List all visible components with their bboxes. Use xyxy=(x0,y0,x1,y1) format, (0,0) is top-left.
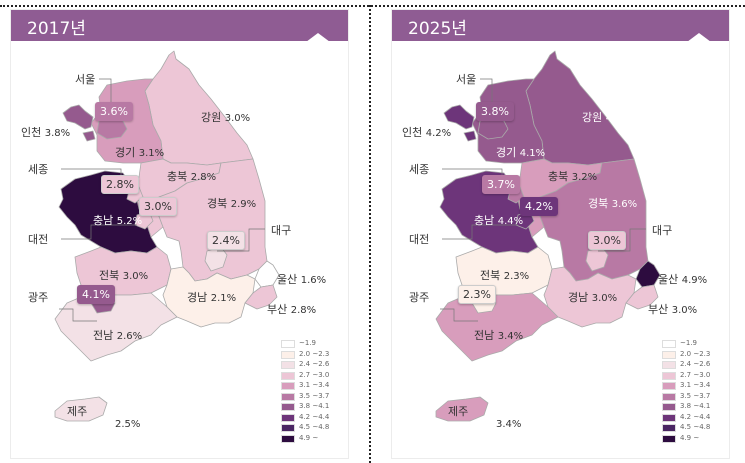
label-gyeongnam: 경남 2.1% xyxy=(187,291,237,304)
value-jeju: 3.4% xyxy=(496,419,522,430)
label-daejeon: 대전 xyxy=(28,233,49,246)
legend-item: 2.4 ~2.6 xyxy=(281,360,351,371)
label-incheon: 인천 3.8% xyxy=(21,126,71,139)
callout-seoul: 3.6% xyxy=(95,102,133,121)
region-jeju xyxy=(54,396,108,422)
region-ulsan xyxy=(254,260,280,288)
region-busan xyxy=(625,284,659,310)
label-incheon: 인천 4.2% xyxy=(402,126,452,139)
label-gyeongbuk: 경북 2.9% xyxy=(207,197,257,210)
choropleth-map: 서울 인천 3.8% 세종 대전 광주 대구 강원 3.0% 경기 3.1% 충… xyxy=(11,41,350,460)
label-chungbuk: 충북 2.8% xyxy=(167,170,217,183)
callout-sejong: 2.8% xyxy=(101,175,139,194)
label-seoul: 서울 xyxy=(456,73,477,86)
region-jeju xyxy=(435,396,489,422)
label-daegu: 대구 xyxy=(271,224,292,237)
label-chungbuk: 충북 3.2% xyxy=(548,170,598,183)
label-jeonnam: 전남 2.6% xyxy=(93,329,143,342)
panel-title: 2025년 xyxy=(408,19,467,39)
label-gwangju: 광주 xyxy=(409,291,430,304)
legend-item: 4.2 ~4.4 xyxy=(662,413,732,424)
map-panel-2025: 2025년 xyxy=(391,9,730,459)
legend-item: 4.9 ~ xyxy=(281,434,351,445)
label-busan: 부산 2.8% xyxy=(267,303,317,316)
label-chungnam: 충남 4.4% xyxy=(474,214,524,227)
label-gyeonggi: 경기 4.1% xyxy=(496,146,546,159)
map-panel-2017: 2017년 xyxy=(10,9,349,459)
legend-item: 4.5 ~4.8 xyxy=(662,423,732,434)
label-jeonnam: 전남 3.4% xyxy=(474,329,524,342)
korea-map-svg xyxy=(54,50,280,422)
callout-sejong: 3.7% xyxy=(482,175,520,194)
label-sejong: 세종 xyxy=(28,163,49,176)
callout-seoul: 3.8% xyxy=(476,102,514,121)
label-gwangju: 광주 xyxy=(28,291,49,304)
label-gyeongbuk: 경북 3.6% xyxy=(588,197,638,210)
header-notch xyxy=(306,33,330,42)
legend-item: 3.1 ~3.4 xyxy=(281,381,351,392)
legend-item: 4.5 ~4.8 xyxy=(281,423,351,434)
legend-item: 3.1 ~3.4 xyxy=(662,381,732,392)
legend-item: 3.8 ~4.1 xyxy=(281,402,351,413)
choropleth-map: 서울 인천 4.2% 세종 대전 광주 대구 강원 4.0% 경기 4.1% 충… xyxy=(392,41,731,460)
legend-item: 4.2 ~4.4 xyxy=(281,413,351,424)
label-daegu: 대구 xyxy=(652,224,673,237)
legend-item: 3.5 ~3.7 xyxy=(662,392,732,403)
label-jeju: 제주 xyxy=(448,405,469,418)
label-sejong: 세종 xyxy=(409,163,430,176)
region-busan xyxy=(244,284,278,310)
region-incheon xyxy=(443,104,477,142)
outer-frame xyxy=(0,5,745,463)
callout-daegu: 2.4% xyxy=(207,231,245,250)
label-chungnam: 충남 5.2% xyxy=(93,214,143,227)
callout-daegu: 3.0% xyxy=(588,231,626,250)
legend-item: 2.0 ~2.3 xyxy=(662,350,732,361)
legend-item: 2.7 ~3.0 xyxy=(662,371,732,382)
callout-daejeon: 3.0% xyxy=(139,197,177,216)
color-legend: ~1.9 2.0 ~2.3 2.4 ~2.6 2.7 ~3.0 3.1 ~3.4… xyxy=(662,339,732,444)
panel-header: 2017년 xyxy=(11,10,348,42)
label-jeonbuk: 전북 3.0% xyxy=(99,269,149,282)
label-ulsan: 울산 4.9% xyxy=(658,273,708,286)
region-incheon xyxy=(62,104,96,142)
legend-item: 2.7 ~3.0 xyxy=(281,371,351,382)
legend-item: ~1.9 xyxy=(281,339,351,350)
callout-gwangju: 4.1% xyxy=(77,285,115,304)
label-jeju: 제주 xyxy=(67,405,88,418)
label-gyeongnam: 경남 3.0% xyxy=(568,291,618,304)
panel-header: 2025년 xyxy=(392,10,729,42)
korea-map-svg xyxy=(435,50,661,422)
legend-item: 4.9 ~ xyxy=(662,434,732,445)
label-gyeonggi: 경기 3.1% xyxy=(115,146,165,159)
label-ulsan: 울산 1.6% xyxy=(277,273,327,286)
label-busan: 부산 3.0% xyxy=(648,303,698,316)
value-jeju: 2.5% xyxy=(115,419,141,430)
label-gangwon: 강원 4.0% xyxy=(582,111,632,124)
callout-gwangju: 2.3% xyxy=(458,285,496,304)
label-jeonbuk: 전북 2.3% xyxy=(480,269,530,282)
legend-item: 2.4 ~2.6 xyxy=(662,360,732,371)
legend-item: 3.5 ~3.7 xyxy=(281,392,351,403)
panel-title: 2017년 xyxy=(27,19,86,39)
legend-item: ~1.9 xyxy=(662,339,732,350)
header-notch xyxy=(687,33,711,42)
legend-item: 2.0 ~2.3 xyxy=(281,350,351,361)
label-seoul: 서울 xyxy=(75,73,96,86)
legend-item: 3.8 ~4.1 xyxy=(662,402,732,413)
callout-daejeon: 4.2% xyxy=(520,197,558,216)
panel-divider xyxy=(369,5,371,463)
color-legend: ~1.9 2.0 ~2.3 2.4 ~2.6 2.7 ~3.0 3.1 ~3.4… xyxy=(281,339,351,444)
region-ulsan xyxy=(635,260,661,288)
label-gangwon: 강원 3.0% xyxy=(201,111,251,124)
label-daejeon: 대전 xyxy=(409,233,430,246)
